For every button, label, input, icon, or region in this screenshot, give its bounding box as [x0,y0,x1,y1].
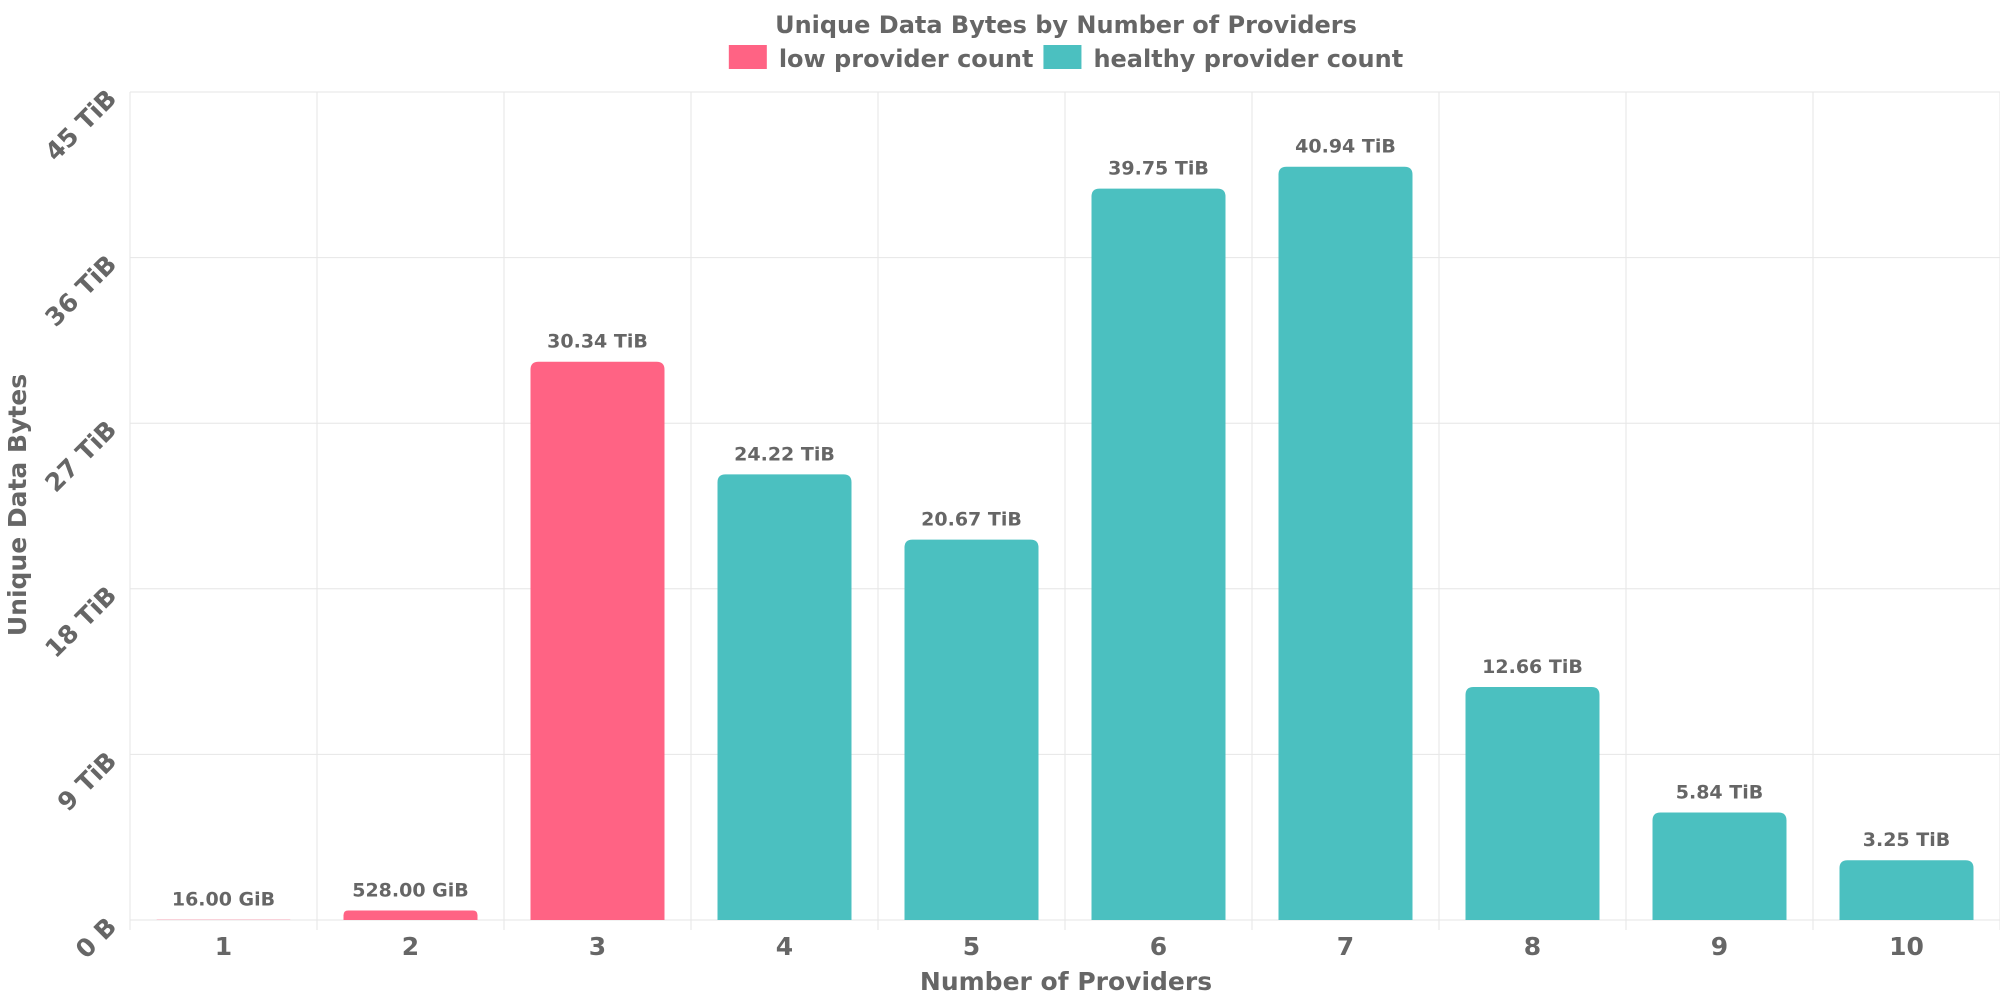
data-label: 12.66 TiB [1482,656,1583,678]
data-label: 39.75 TiB [1108,158,1209,180]
data-label: 5.84 TiB [1676,782,1763,804]
y-tick-label: 36 TiB [39,249,122,332]
legend-item-low[interactable]: low provider count [728,45,1034,73]
bar-1[interactable] [156,919,291,921]
bar-5[interactable] [904,539,1039,920]
chart-title: Unique Data Bytes by Number of Providers [775,11,1357,39]
x-tick-label: 3 [589,932,606,961]
legend-label: low provider count [779,45,1034,73]
legend-item-healthy[interactable]: healthy provider count [1043,45,1403,73]
y-tick-label: 9 TiB [52,746,123,817]
x-tick-label: 2 [402,932,419,961]
data-label: 3.25 TiB [1863,829,1950,851]
bar-10[interactable] [1839,860,1974,920]
y-tick-label: 27 TiB [39,415,122,498]
x-tick-label: 8 [1524,932,1541,961]
data-label: 16.00 GiB [172,889,275,911]
data-label: 528.00 GiB [352,880,469,902]
data-labels: 16.00 GiB 528.00 GiB 30.34 TiB 24.22 TiB 20.… [172,136,1950,911]
x-tick-label: 6 [1150,932,1167,961]
legend-swatch [728,45,767,69]
data-label: 30.34 TiB [547,331,648,353]
x-tick-label: 5 [963,932,980,961]
bar-6[interactable] [1091,188,1226,921]
legend[interactable]: low provider count healthy provider count [728,45,1403,73]
x-tick-label: 9 [1711,932,1728,961]
x-tick-label: 4 [776,932,793,961]
y-tick-label: 18 TiB [39,581,122,664]
x-axis-title: Number of Providers [920,967,1212,996]
data-label: 40.94 TiB [1295,136,1396,158]
x-axis-ticks: 1 2 3 4 5 6 7 8 9 10 [215,932,1924,961]
bar-8[interactable] [1465,687,1600,920]
bar-3[interactable] [530,361,665,920]
y-tick-label: 0 B [70,912,122,964]
bar-7[interactable] [1278,166,1413,921]
bar-2[interactable] [343,910,478,920]
legend-swatch [1043,45,1082,69]
x-tick-label: 1 [215,932,232,961]
bar-4[interactable] [717,474,852,920]
bars[interactable] [156,166,1974,921]
gridlines [129,91,2000,930]
bar-9[interactable] [1652,812,1787,920]
y-axis-title: Unique Data Bytes [3,374,32,636]
data-label: 24.22 TiB [734,443,835,465]
y-tick-label: 45 TiB [39,84,122,167]
y-axis-ticks: 0 B 9 TiB 18 TiB 27 TiB 36 TiB 45 TiB [39,84,122,964]
x-tick-label: 10 [1889,932,1924,961]
data-label: 20.67 TiB [921,509,1022,531]
legend-label: healthy provider count [1093,45,1403,73]
x-tick-label: 7 [1337,932,1354,961]
